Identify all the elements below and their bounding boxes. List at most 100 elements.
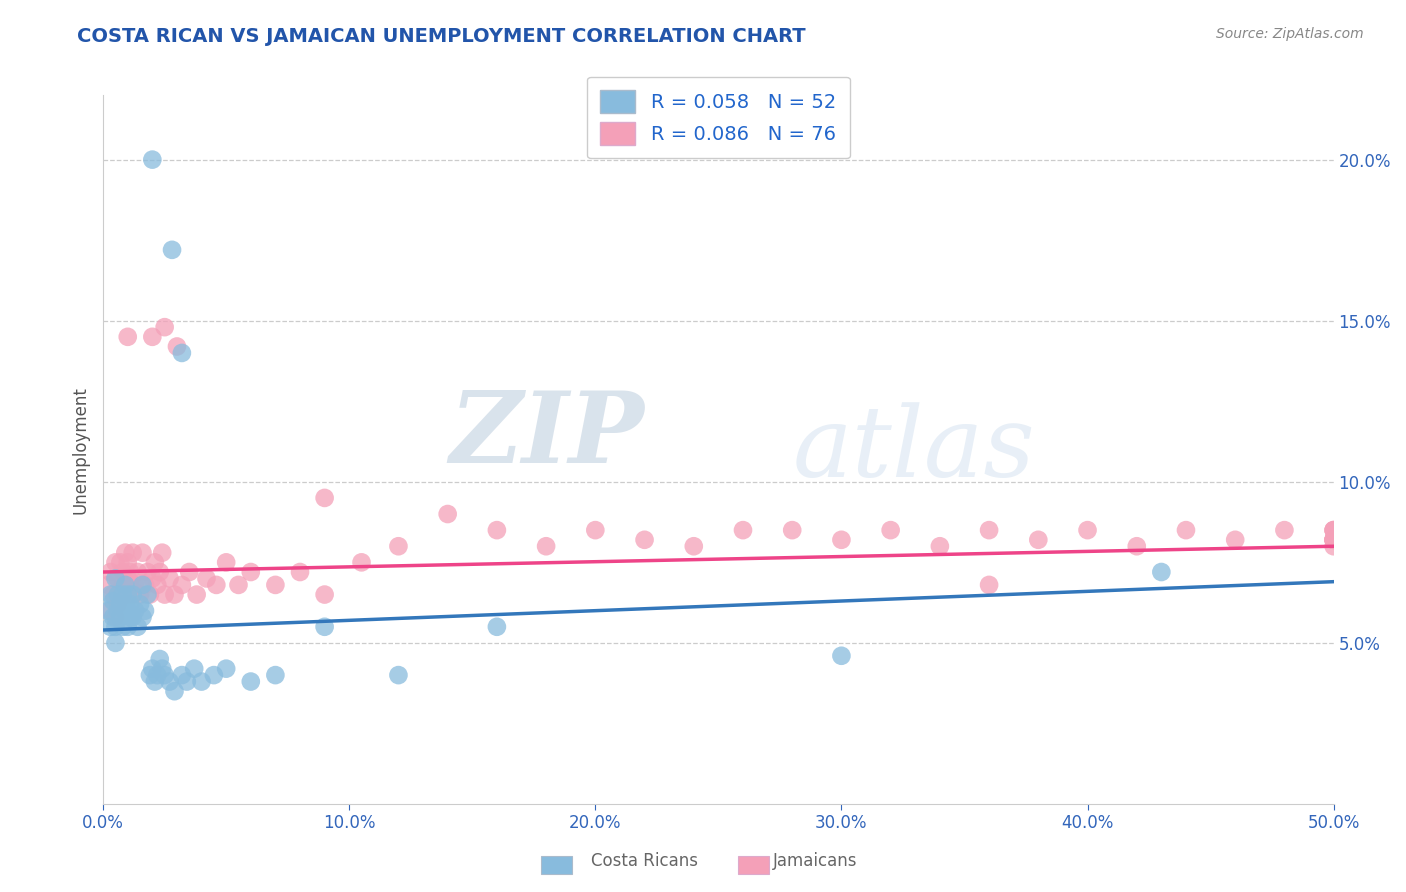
Point	[120, 610, 142, 624]
Point	[186, 588, 208, 602]
Point	[141, 330, 163, 344]
Point	[121, 610, 143, 624]
Point	[166, 339, 188, 353]
Point	[1274, 523, 1296, 537]
Point	[146, 578, 169, 592]
Point	[111, 620, 134, 634]
Point	[1150, 565, 1173, 579]
Point	[117, 571, 139, 585]
Point	[121, 546, 143, 560]
Point	[114, 588, 136, 602]
Point	[228, 578, 250, 592]
Point	[107, 604, 129, 618]
Point	[534, 539, 557, 553]
Point	[1323, 523, 1346, 537]
Point	[100, 620, 122, 634]
Point	[110, 597, 132, 611]
Point	[1175, 523, 1198, 537]
Point	[107, 571, 129, 585]
Point	[104, 571, 127, 585]
Point	[141, 571, 163, 585]
Text: ZIP: ZIP	[450, 387, 644, 483]
Point	[239, 565, 262, 579]
Point	[146, 668, 169, 682]
Point	[682, 539, 704, 553]
Point	[190, 674, 212, 689]
Point	[264, 578, 287, 592]
Point	[141, 662, 163, 676]
Point	[387, 668, 409, 682]
Point	[97, 578, 120, 592]
Point	[139, 588, 162, 602]
Point	[160, 243, 183, 257]
Point	[101, 610, 124, 624]
Point	[1323, 533, 1346, 547]
Point	[830, 648, 852, 663]
Point	[215, 662, 238, 676]
Point	[149, 565, 172, 579]
Point	[288, 565, 311, 579]
Point	[136, 588, 159, 602]
Point	[131, 578, 153, 592]
Point	[114, 578, 136, 592]
Point	[129, 597, 152, 611]
Point	[314, 620, 336, 634]
Text: Jamaicans: Jamaicans	[773, 852, 858, 870]
Point	[170, 668, 193, 682]
Point	[239, 674, 262, 689]
Point	[485, 620, 508, 634]
Point	[131, 546, 153, 560]
Point	[97, 604, 120, 618]
Text: atlas: atlas	[792, 402, 1035, 497]
Point	[117, 620, 139, 634]
Point	[387, 539, 409, 553]
Point	[117, 330, 139, 344]
Text: Source: ZipAtlas.com: Source: ZipAtlas.com	[1216, 27, 1364, 41]
Point	[1026, 533, 1049, 547]
Point	[131, 610, 153, 624]
Point	[104, 620, 127, 634]
Point	[107, 597, 129, 611]
Point	[485, 523, 508, 537]
Point	[121, 588, 143, 602]
Point	[127, 620, 149, 634]
Point	[830, 533, 852, 547]
Point	[114, 546, 136, 560]
Point	[149, 652, 172, 666]
Point	[150, 546, 173, 560]
Point	[731, 523, 754, 537]
Point	[120, 565, 142, 579]
Point	[159, 674, 181, 689]
Point	[264, 668, 287, 682]
Point	[583, 523, 606, 537]
Point	[170, 346, 193, 360]
Point	[111, 578, 134, 592]
Point	[928, 539, 950, 553]
Point	[215, 555, 238, 569]
Point	[1076, 523, 1098, 537]
Point	[134, 604, 156, 618]
Point	[111, 588, 134, 602]
Point	[136, 565, 159, 579]
Point	[163, 684, 186, 698]
Point	[153, 668, 176, 682]
Point	[100, 588, 122, 602]
Point	[205, 578, 228, 592]
Point	[117, 588, 139, 602]
Point	[120, 578, 142, 592]
Point	[170, 578, 193, 592]
Point	[1323, 533, 1346, 547]
Text: COSTA RICAN VS JAMAICAN UNEMPLOYMENT CORRELATION CHART: COSTA RICAN VS JAMAICAN UNEMPLOYMENT COR…	[77, 27, 806, 45]
Point	[179, 565, 201, 579]
Point	[107, 588, 129, 602]
Point	[176, 674, 198, 689]
Point	[150, 662, 173, 676]
Point	[1323, 533, 1346, 547]
Point	[129, 588, 152, 602]
Point	[163, 588, 186, 602]
Text: Costa Ricans: Costa Ricans	[591, 852, 697, 870]
Point	[121, 588, 143, 602]
Point	[977, 523, 1000, 537]
Point	[159, 571, 181, 585]
Point	[100, 604, 122, 618]
